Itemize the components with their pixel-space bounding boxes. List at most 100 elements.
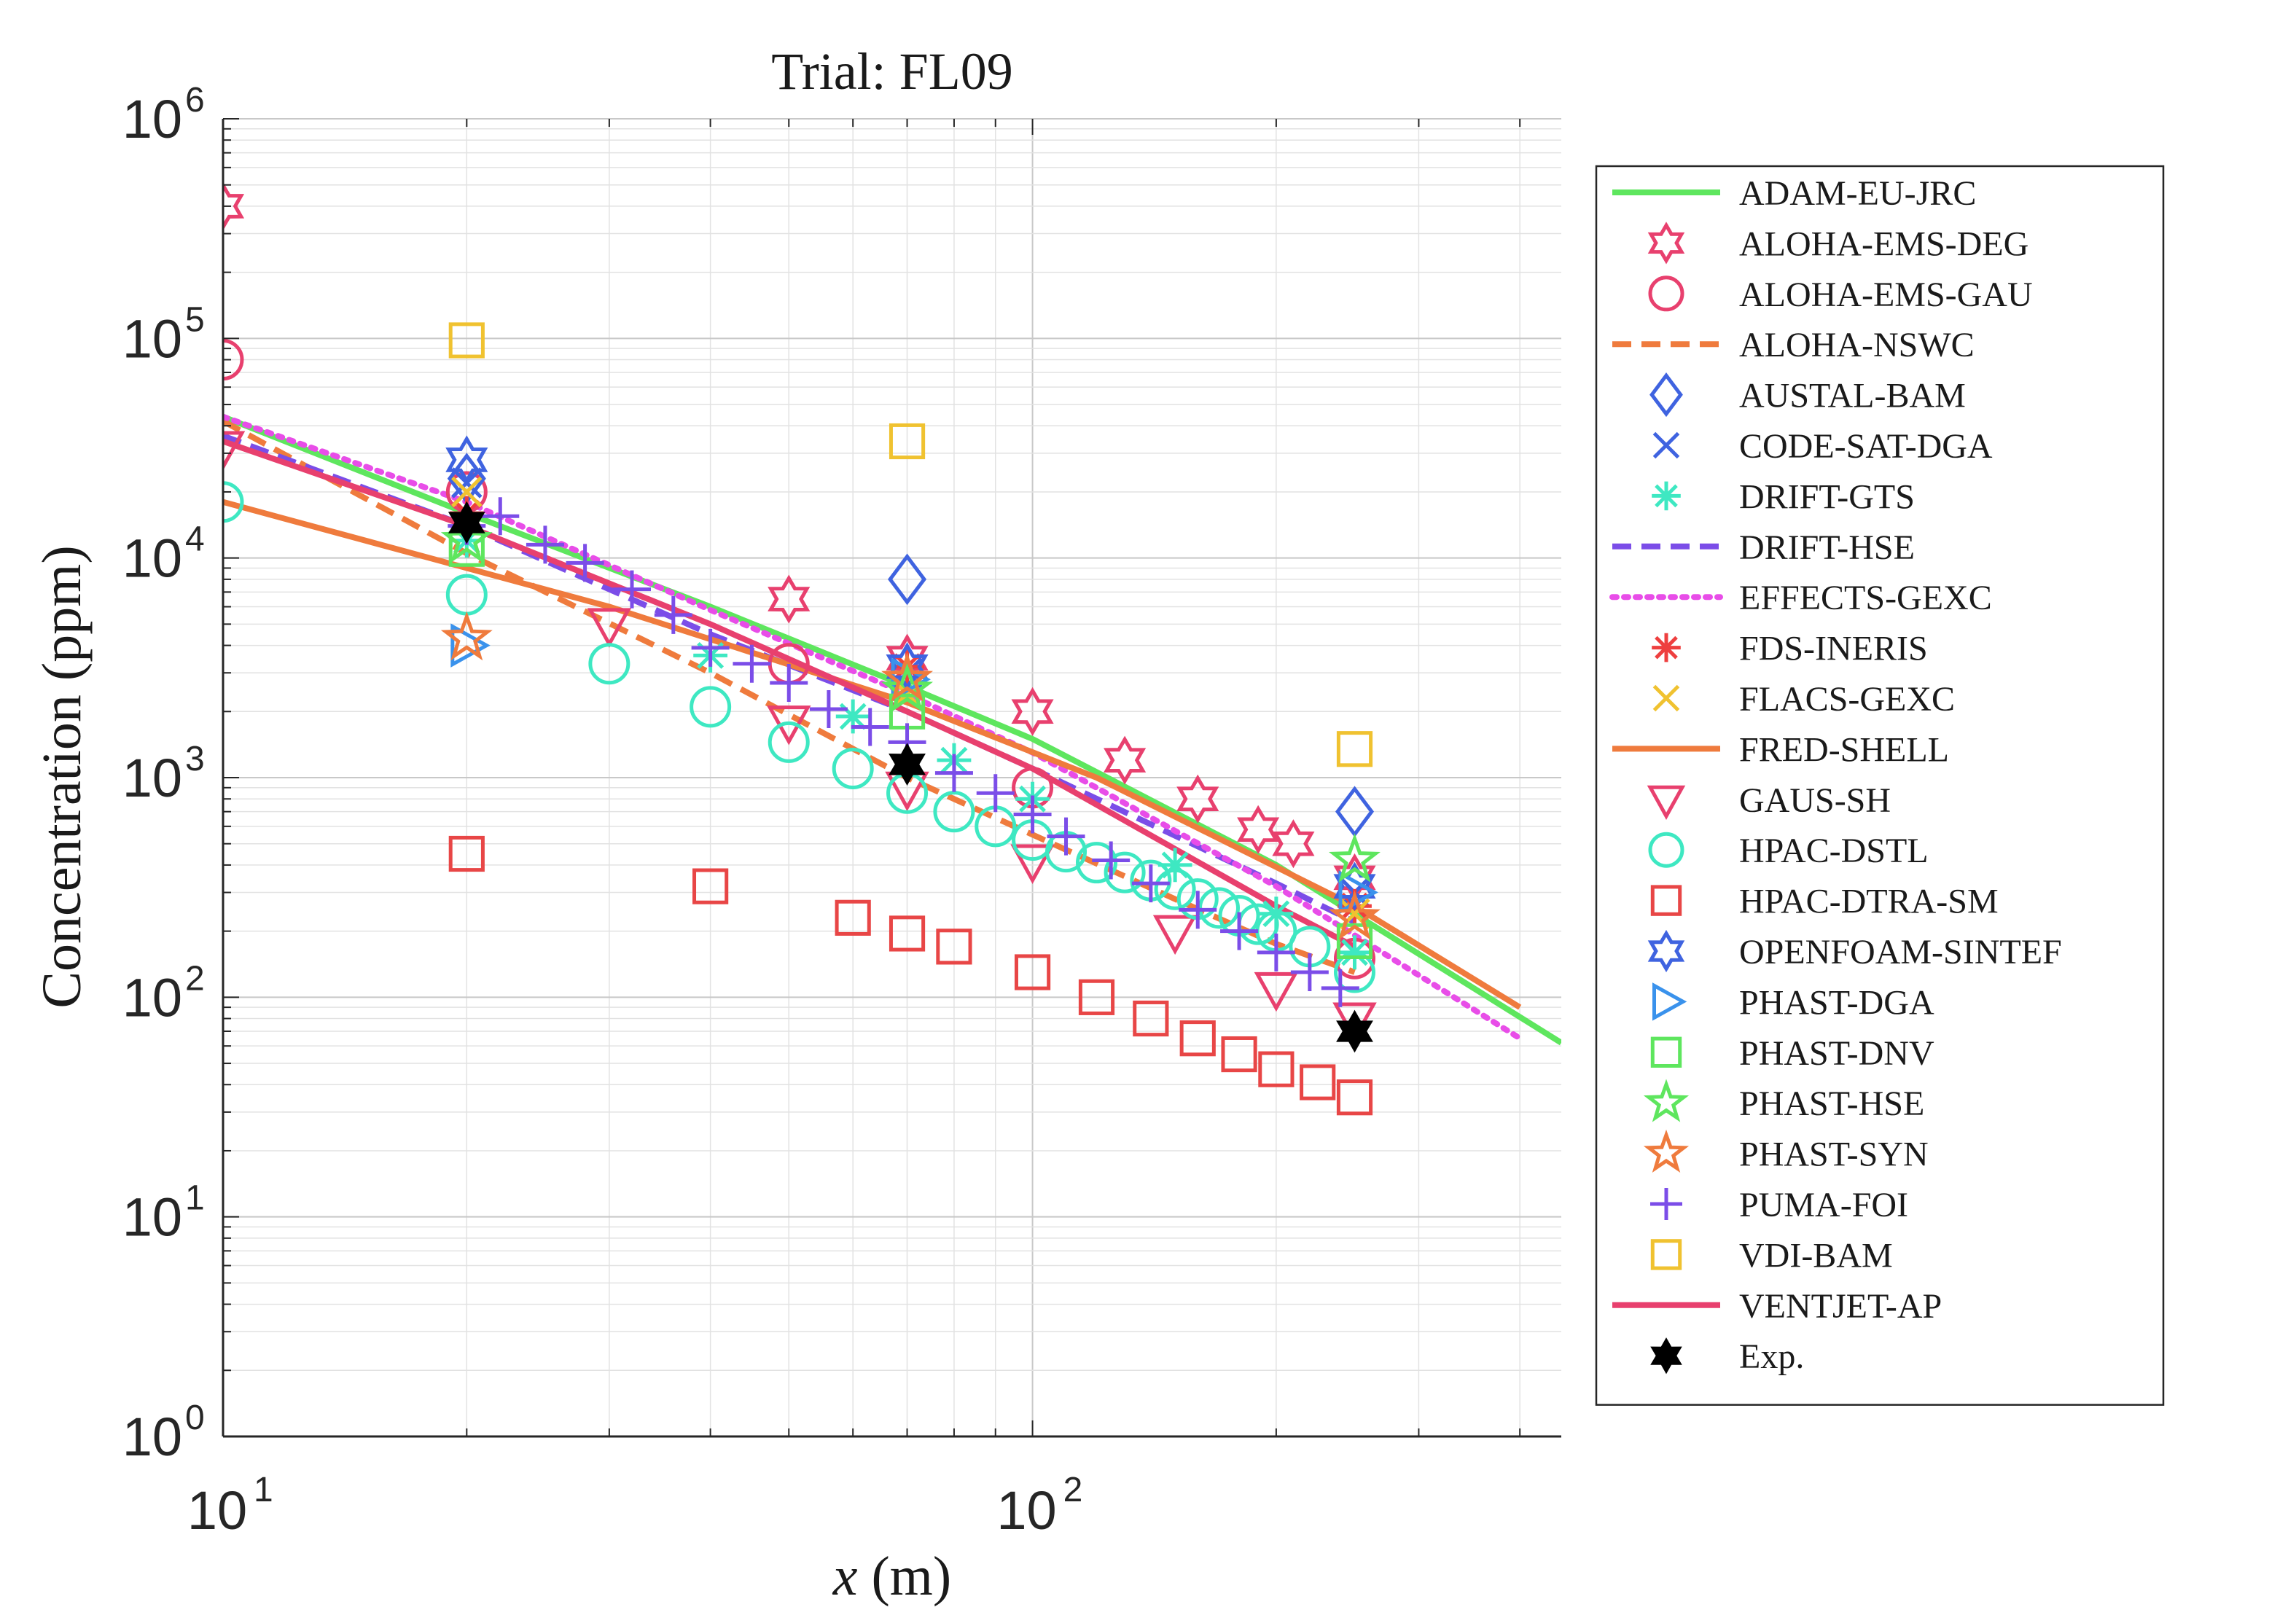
data-point [566,544,604,582]
data-point [1131,864,1170,903]
data-point [1336,731,1373,767]
legend-label: DRIFT-GTS [1739,477,1915,516]
data-point [1336,1079,1373,1116]
data-point [440,513,493,563]
data-point [654,595,692,634]
y-tick-label: 10 [122,89,182,149]
legend-entry-drift-hse: DRIFT-HSE [1612,528,1915,567]
y-tick-label-exponent: 2 [185,959,205,998]
legend-label: PHAST-DGA [1739,983,1934,1022]
data-point [888,553,927,606]
legend-entry-puma-foi: PUMA-FOI [1650,1186,1908,1224]
series-vdi-bam [448,322,1373,767]
legend-label: EFFECTS-GEXC [1739,579,1992,617]
legend-label: PUMA-FOI [1739,1186,1908,1224]
data-point [450,623,491,668]
data-point [1254,971,1299,1012]
legend-box [1595,165,2165,1406]
data-point [1333,861,1376,911]
legend-label: ADAM-EU-JRC [1739,174,1976,213]
legend-entry-phast-syn: PHAST-SYN [1643,1129,1929,1174]
data-point [1157,848,1192,883]
legend-marker-swatch [1650,885,1682,916]
legend-entry-drift-gts: DRIFT-GTS [1652,477,1915,516]
data-point [809,690,848,729]
axes [222,118,1561,1438]
data-point [832,748,874,790]
legend-entry-gaus-sh: GAUS-SH [1647,781,1891,821]
data-point [481,497,520,536]
legend-label: ALOHA-EMS-GAU [1739,275,2033,314]
plot-area [223,181,1561,1116]
data-point [881,662,934,713]
y-tick-label-exponent: 6 [185,81,205,120]
series-hpac-dstl [223,481,1375,993]
data-point [588,643,630,685]
data-point [445,435,488,485]
data-point [768,721,810,763]
data-point [889,915,926,952]
legend-marker-swatch [1649,372,1683,418]
data-point [1013,795,1052,834]
legend-label: HPAC-DTRA-SM [1739,883,1999,921]
series-phast-syn [440,611,1381,940]
legend-label: VDI-BAM [1739,1236,1893,1275]
legend-marker-swatch [1650,1036,1682,1068]
data-point [1290,953,1329,991]
data-point [881,652,934,702]
legend-marker-swatch [1650,1337,1682,1375]
legend-marker-swatch [1648,275,1684,312]
legend-marker-swatch [1648,832,1684,868]
legend-marker-swatch [1650,1239,1682,1270]
data-point [223,481,244,523]
legend-entry-fred-shell: FRED-SHELL [1612,730,1949,769]
data-point [223,181,245,231]
data-point [1154,868,1196,910]
legend-entry-openfoam-sintef: OPENFOAM-SINTEF [1647,929,2062,973]
data-point [1198,887,1240,929]
data-point [1010,844,1055,884]
legend-label: FLACS-GEXC [1739,680,1955,719]
series-line-aloha-nswc [223,418,1356,975]
series-puma-foi [448,497,1359,1007]
data-point [1133,1000,1169,1037]
legend-label: FRED-SHELL [1739,730,1949,769]
data-point [1329,891,1381,940]
data-point [851,708,889,746]
legend-entry-ventjet-ap: VENTJET-AP [1612,1287,1942,1326]
data-point [692,868,729,904]
series-exp [448,501,1373,1053]
legend-marker-swatch [1652,633,1681,662]
series-phast-hse [440,513,1381,883]
legend-entry-hpac-dtra-sm: HPAC-DTRA-SM [1650,883,1999,921]
legend-entry-flacs-gexc: FLACS-GEXC [1652,680,1955,719]
series-hpac-dtra-sm [448,835,1373,1116]
data-point [976,774,1015,813]
legend-label: OPENFOAM-SINTEF [1739,933,2062,971]
legend-marker-swatch [1650,1188,1682,1220]
legend-entry-aloha-nswc: ALOHA-NSWC [1612,326,1975,364]
x-tick-label-exponent: 1 [254,1471,273,1509]
legend-entry-exp: Exp. [1650,1337,1804,1376]
y-tick-label: 10 [122,308,182,369]
legend-label: Exp. [1739,1337,1804,1376]
data-point [1258,1051,1295,1087]
legend-entry-adam-eu-jrc: ADAM-EU-JRC [1612,174,1976,213]
legend-label: PHAST-DNV [1739,1034,1934,1073]
legend-marker-swatch [1647,222,1685,265]
y-tick-label-exponent: 1 [185,1179,205,1218]
data-point [1179,891,1217,929]
data-point [448,835,485,872]
legend-entry-aloha-ems-gau: ALOHA-EMS-GAU [1648,275,2033,314]
legend-entry-effects-gexc: EFFECTS-GEXC [1609,579,1992,617]
legend-label: ALOHA-NSWC [1739,326,1975,364]
y-tick-label: 10 [122,967,182,1028]
legend-entry-phast-dnv: PHAST-DNV [1650,1034,1934,1073]
data-point [1220,912,1259,950]
legend-label: FDS-INERIS [1739,630,1928,668]
data-point [1176,774,1219,824]
legend-entry-aloha-ems-deg: ALOHA-EMS-DEG [1647,222,2028,265]
data-point [770,664,808,703]
data-point [1237,805,1280,854]
